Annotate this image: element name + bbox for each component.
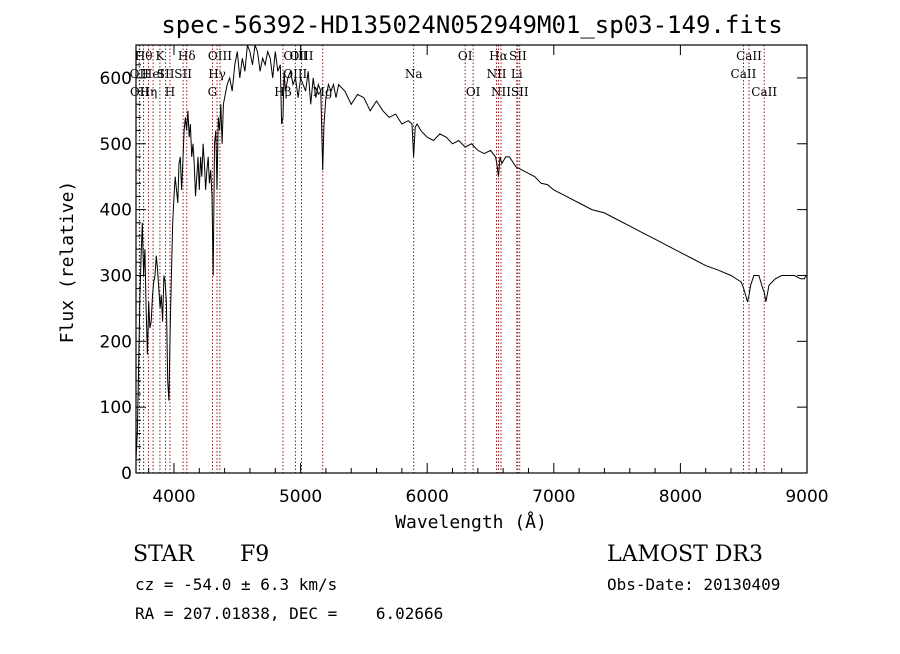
x-tick-label: 7000 [532,487,575,507]
line-marker-label: SII [511,85,529,99]
line-marker-label: SII [509,49,527,63]
line-marker-label: OIII [283,49,307,63]
line-marker-label: OI [458,49,473,63]
x-tick-label: 8000 [659,487,702,507]
line-marker-label: HeI [142,67,165,81]
y-axis-label: Flux (relative) [57,181,78,344]
line-marker-label: OIII [289,49,313,63]
x-axis-label: Wavelength (Å) [395,511,547,533]
line-marker-label: G [208,85,218,99]
line-markers [138,45,765,473]
line-marker-label: CaII [731,67,757,81]
y-tick-label: 600 [100,69,132,89]
line-marker-label: Na [405,67,423,81]
line-marker-label: Hα [489,49,508,63]
y-tick-label: 200 [100,332,132,352]
y-tick-label: 100 [100,398,132,418]
x-tick-label: 6000 [406,487,449,507]
line-marker-label: Hθ [135,49,153,63]
x-tick-label: 9000 [785,487,828,507]
line-marker-label: Hγ [208,67,226,81]
y-axis-ticks: 0 100 200 300 400 500 600 [100,51,807,484]
line-marker-label: NII [491,85,511,99]
line-marker-label: OI [466,85,481,99]
line-marker-label: K [155,49,165,63]
line-marker-label: OII [130,85,150,99]
y-tick-label: 300 [100,266,132,286]
line-marker-label: Hη [140,85,158,99]
survey-name: LAMOST DR3 [607,542,763,567]
line-marker-label: Hβ [274,85,291,99]
object-class: STAR [133,542,195,567]
y-tick-label: 500 [100,135,132,155]
line-marker-label: SII [174,67,192,81]
obs-date-text: Obs-Date: 20130409 [607,575,780,594]
line-marker-label: SII [157,67,175,81]
plot-frame [135,44,808,474]
line-marker-label: Hδ [178,49,196,63]
x-tick-label: 4000 [152,487,195,507]
line-marker-label: OIII [283,67,307,81]
object-subclass: F9 [240,542,269,567]
line-marker-label: H [165,85,175,99]
redshift-text: cz = -54.0 ± 6.3 km/s [135,575,337,594]
spectrum-series-line [135,44,808,460]
line-marker-label: CaII [751,85,777,99]
line-marker-label: CaII [736,49,762,63]
line-marker-label: Li [511,67,523,81]
line-marker-label: OIII [208,49,232,63]
coordinates-text: RA = 207.01838, DEC = 6.02666 [135,604,443,623]
chart-title: spec-56392-HD135024N052949M01_sp03-149.f… [161,11,782,39]
x-tick-label: 5000 [279,487,322,507]
x-axis-ticks: 4000 5000 6000 7000 8000 9000 [148,45,829,507]
y-tick-label: 400 [100,201,132,221]
y-tick-label: 0 [121,464,132,484]
line-marker-label: NII [487,67,507,81]
